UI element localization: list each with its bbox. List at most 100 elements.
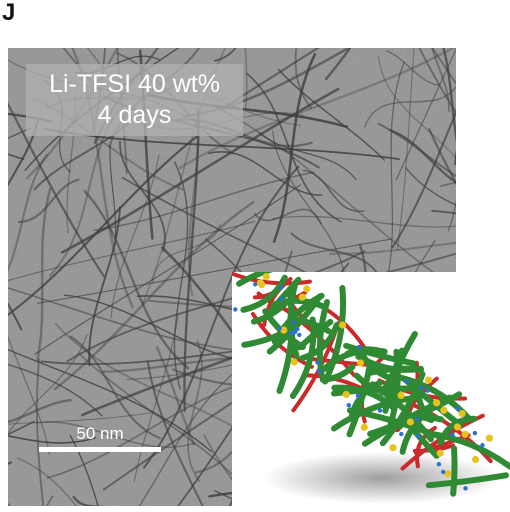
nanofiber — [88, 206, 121, 367]
blue-ion — [253, 282, 258, 287]
nanofiber — [329, 241, 456, 255]
nanofiber — [24, 48, 180, 171]
green-strand — [287, 279, 300, 360]
green-strand — [357, 348, 393, 381]
nanofiber — [203, 434, 255, 506]
nanofiber — [442, 48, 456, 144]
nanofiber — [8, 101, 105, 278]
nanofiber — [8, 153, 48, 273]
nanofiber — [36, 187, 52, 362]
nanofiber — [272, 215, 456, 228]
nanofiber — [152, 224, 221, 285]
nanofiber — [8, 287, 237, 351]
yellow-ion — [485, 434, 493, 442]
green-strand — [240, 274, 288, 313]
nanofiber — [36, 238, 392, 304]
nanofiber — [69, 434, 99, 506]
fiber-bundle-model — [232, 272, 510, 497]
nanofiber — [8, 349, 213, 453]
blue-ion — [450, 432, 455, 437]
yellow-ion — [453, 423, 461, 431]
nanofiber — [8, 333, 88, 435]
nanofiber — [8, 135, 198, 317]
yellow-ion — [397, 391, 405, 399]
nanofiber — [294, 48, 313, 110]
blue-ion — [425, 388, 430, 393]
green-strand — [331, 395, 417, 432]
blue-ion — [315, 360, 320, 365]
blue-ion — [317, 368, 322, 374]
blue-ion — [399, 431, 404, 437]
red-strand — [324, 307, 367, 350]
blue-ion — [415, 433, 420, 439]
blue-ion — [279, 285, 284, 290]
nanofiber — [431, 48, 456, 86]
nanofiber — [8, 398, 73, 424]
green-strand — [322, 285, 347, 385]
yellow-ion — [389, 444, 397, 452]
nanofiber — [8, 411, 156, 425]
nanofiber — [221, 48, 320, 110]
yellow-ion — [436, 449, 444, 457]
yellow-ion — [461, 430, 469, 438]
yellow-ion — [303, 285, 311, 293]
nanofiber — [324, 48, 352, 81]
nanofiber — [78, 352, 251, 493]
yellow-ion — [360, 423, 368, 431]
nanofiber — [25, 48, 119, 180]
nanofiber — [258, 131, 357, 181]
nanofiber — [72, 495, 105, 506]
molecular-model-inset — [232, 272, 510, 512]
nanofiber — [363, 85, 456, 128]
nanofiber — [272, 53, 317, 243]
nanofiber — [391, 109, 456, 249]
yellow-ion — [444, 470, 452, 478]
green-strand — [353, 372, 398, 397]
nanofiber — [405, 167, 456, 206]
yellow-ion — [406, 418, 414, 426]
blue-ion — [289, 330, 294, 336]
blue-ion — [436, 462, 442, 467]
nanofiber — [71, 48, 134, 309]
nanofiber — [109, 144, 117, 247]
yellow-ion — [433, 399, 441, 407]
nanofiber — [183, 109, 200, 412]
blue-ion — [293, 329, 298, 335]
nanofiber — [213, 48, 237, 62]
blue-ion — [233, 307, 238, 312]
red-strand — [415, 426, 437, 469]
blue-ion — [404, 379, 409, 384]
green-strand — [367, 391, 463, 437]
nanofiber — [93, 171, 315, 232]
nanofiber — [138, 364, 245, 506]
yellow-ion — [262, 273, 270, 281]
nanofiber — [69, 335, 162, 440]
green-strand — [425, 472, 509, 489]
nanofiber — [447, 198, 456, 232]
blue-ion — [291, 320, 297, 325]
green-strand — [271, 292, 325, 345]
nanofiber — [35, 421, 196, 448]
nanofiber — [35, 358, 45, 506]
scale-bar: 50 nm — [39, 424, 161, 456]
blue-ion — [480, 443, 485, 448]
green-strand — [289, 316, 317, 399]
nanofiber — [83, 190, 190, 370]
nanofiber — [133, 313, 179, 482]
yellow-ion — [280, 326, 288, 334]
yellow-ion — [357, 359, 365, 367]
nanofiber — [431, 48, 451, 112]
nanofiber — [8, 335, 51, 455]
nanofiber — [389, 129, 456, 184]
yellow-ion — [290, 358, 298, 366]
nanofiber — [213, 490, 250, 506]
yellow-ion — [342, 390, 350, 399]
nanofiber — [377, 55, 456, 160]
nanofiber — [277, 68, 386, 161]
nanofiber — [17, 178, 80, 224]
blue-ion — [277, 326, 282, 331]
blue-ion — [463, 486, 468, 491]
blue-ion — [357, 344, 362, 350]
blue-ion — [441, 469, 446, 475]
yellow-ion — [338, 321, 347, 329]
